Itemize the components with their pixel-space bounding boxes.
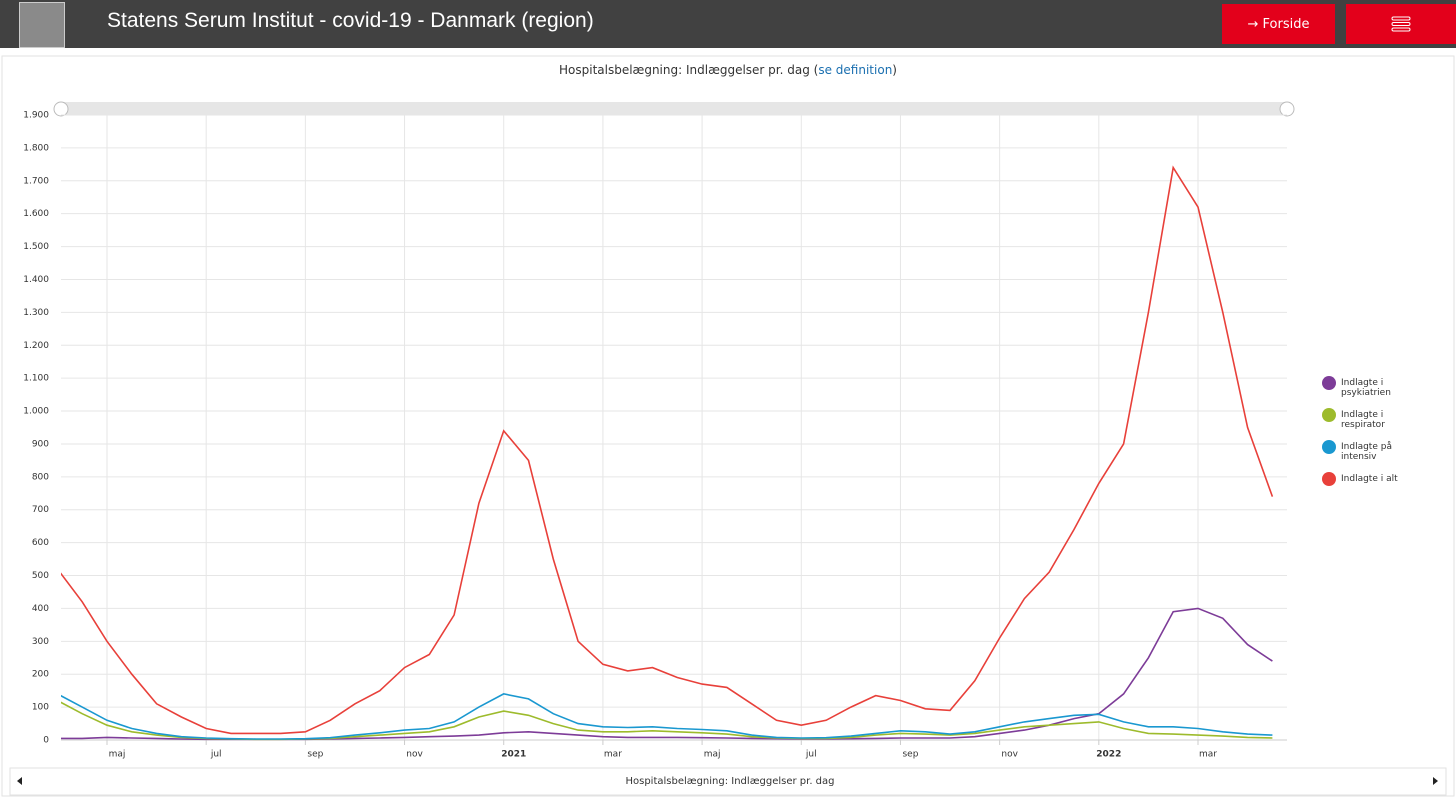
legend-item[interactable]: Indlagte i alt (1322, 472, 1432, 486)
legend-item[interactable]: Indlagte på intensiv (1322, 440, 1432, 462)
range-slider[interactable] (61, 102, 1287, 115)
legend-swatch (1322, 440, 1336, 454)
legend-swatch (1322, 376, 1336, 390)
chart: Hospitalsbelægning: Indlæggelser pr. dag… (1, 55, 1455, 797)
y-tick-label: 300 (32, 637, 49, 647)
y-tick-label: 1.600 (23, 209, 49, 219)
x-tick-label: jul (805, 750, 817, 760)
title-text: Hospitalsbelægning: Indlæggelser pr. dag (559, 63, 810, 77)
x-tick-label: maj (704, 750, 721, 760)
series-line (61, 693, 1273, 740)
legend: Indlagte i psykiatrien Indlagte i respira… (1322, 376, 1432, 496)
navigator-label: Hospitalsbelægning: Indlæggelser pr. dag (625, 776, 834, 787)
y-tick-label: 1.000 (23, 407, 49, 417)
y-tick-label: 1.700 (23, 176, 49, 186)
legend-item[interactable]: Indlagte i respirator (1322, 408, 1432, 430)
button-label: Forside (1262, 16, 1310, 32)
definition-link[interactable]: se definition (818, 63, 892, 77)
x-tick-label: maj (109, 750, 126, 760)
legend-swatch (1322, 472, 1336, 486)
y-tick-label: 400 (32, 604, 49, 614)
y-tick-label: 200 (32, 670, 49, 680)
chart-title: Hospitalsbelægning: Indlæggelser pr. dag… (559, 63, 897, 77)
home-button[interactable]: → Forside (1222, 4, 1335, 44)
y-tick-label: 100 (32, 703, 49, 713)
x-tick-label: sep (307, 750, 323, 760)
legend-item[interactable]: Indlagte i psykiatrien (1322, 376, 1432, 398)
y-tick-label: 500 (32, 571, 49, 581)
y-tick-label: 600 (32, 538, 49, 548)
menu-icon (1391, 16, 1411, 32)
scroll-right[interactable] (1433, 777, 1438, 785)
y-tick-label: 1.400 (23, 275, 49, 285)
legend-label: Indlagte på intensiv (1341, 442, 1392, 462)
x-tick-label: mar (604, 750, 622, 760)
series-line (61, 165, 1274, 735)
x-tick-label: 2022 (1096, 750, 1121, 760)
y-tick-label: 900 (32, 439, 49, 449)
x-tick-label: nov (1001, 750, 1018, 760)
slider-handle[interactable] (1279, 101, 1295, 117)
x-tick-label: 2021 (501, 750, 526, 760)
scroll-left[interactable] (17, 777, 22, 785)
y-tick-label: 1.900 (23, 111, 49, 121)
y-tick-label: 700 (32, 505, 49, 515)
x-tick-label: mar (1199, 750, 1217, 760)
y-tick-label: 1.300 (23, 308, 49, 318)
x-tick-label: jul (210, 750, 222, 760)
y-tick-label: 800 (32, 472, 49, 482)
chart-frame (1, 55, 1455, 797)
menu-button[interactable] (1346, 4, 1456, 44)
legend-label: Indlagte i respirator (1341, 410, 1385, 430)
y-tick-label: 1.800 (23, 143, 49, 153)
logo[interactable] (19, 2, 65, 48)
legend-label: Indlagte i alt (1341, 474, 1398, 484)
x-tick-label: nov (406, 750, 423, 760)
legend-label: Indlagte i psykiatrien (1341, 378, 1391, 398)
legend-swatch (1322, 408, 1336, 422)
y-tick-label: 1.100 (23, 374, 49, 384)
navigator[interactable] (9, 767, 1447, 796)
plot (61, 165, 1274, 741)
y-tick-label: 1.200 (23, 341, 49, 351)
slider-handle[interactable] (53, 101, 69, 117)
y-tick-label: 0 (43, 736, 49, 746)
header-title: Statens Serum Institut - covid-19 - Danm… (107, 9, 594, 32)
header: Statens Serum Institut - covid-19 - Danm… (0, 0, 1456, 48)
y-tick-label: 1.500 (23, 242, 49, 252)
x-tick-label: sep (902, 750, 918, 760)
